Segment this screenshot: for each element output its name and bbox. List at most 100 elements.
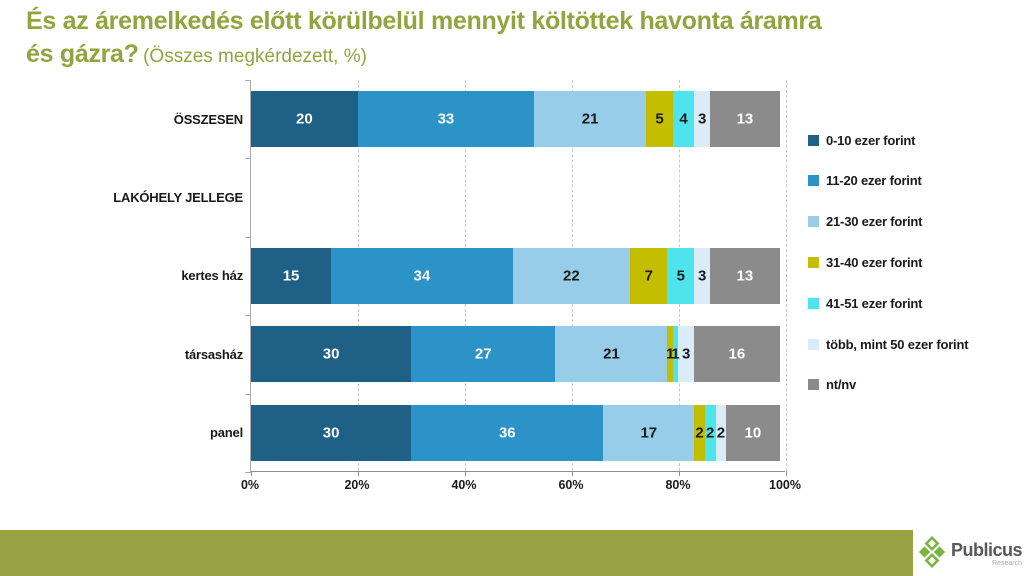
bar-segment: 3 xyxy=(678,326,695,383)
legend-swatch xyxy=(808,216,819,228)
segment-value-label: 30 xyxy=(322,345,340,363)
segment-value-label: 13 xyxy=(736,110,754,128)
segment-value-label: 1 xyxy=(665,345,675,363)
x-axis-tick xyxy=(572,471,573,476)
bar-row: 20 33 21 5 4 3 13 xyxy=(251,80,785,158)
bar-segment: 7 xyxy=(630,247,668,304)
stacked-bar: 15 34 22 7 5 3 13 xyxy=(251,247,785,304)
legend-swatch xyxy=(808,175,819,187)
bar-segment: 21 xyxy=(555,326,668,383)
bar-segment: 13 xyxy=(710,247,780,304)
x-tick-label: 0% xyxy=(240,478,260,492)
bar-segment: 27 xyxy=(411,326,556,383)
stacked-bar: 30 36 17 2 2 2 10 xyxy=(251,404,785,461)
page-title: És az áremelkedés előtt körülbelül menny… xyxy=(26,6,986,69)
x-axis-tick xyxy=(358,471,359,476)
legend-item: 21-30 ezer forint xyxy=(808,214,923,230)
bar-segment: 2 xyxy=(715,404,727,461)
segment-value-label: 3 xyxy=(698,110,707,128)
bar-row: 15 34 22 7 5 3 13 xyxy=(251,237,785,315)
segment-value-label: 7 xyxy=(644,267,653,285)
segment-value-label: 2 xyxy=(716,424,726,442)
segment-value-label: 4 xyxy=(679,110,688,128)
title-line-1: És az áremelkedés előtt körülbelül menny… xyxy=(26,7,822,35)
title-subtitle: (Összes megkérdezett, %) xyxy=(143,45,367,67)
segment-value-label: 34 xyxy=(413,267,431,285)
gridline xyxy=(786,80,787,471)
segment-value-label: 10 xyxy=(744,424,762,442)
segment-value-label: 2 xyxy=(695,424,704,442)
legend-swatch xyxy=(808,297,819,309)
legend-label: 41-51 ezer forint xyxy=(826,295,923,311)
bar-row: 30 36 17 2 2 2 10 xyxy=(251,394,785,472)
legend-label: nt/nv xyxy=(826,377,857,393)
segment-value-label: 5 xyxy=(655,110,664,128)
bar-segment: 30 xyxy=(251,326,412,383)
segment-value-label: 17 xyxy=(640,424,658,442)
y-axis-tick xyxy=(245,236,251,238)
bar-segment: 16 xyxy=(694,326,780,383)
segment-value-label: 30 xyxy=(322,424,340,442)
category-label: kertes ház xyxy=(181,268,243,284)
category-label: társasház xyxy=(184,346,243,362)
legend-swatch xyxy=(808,256,819,268)
legend-label: 0-10 ezer forint xyxy=(826,132,916,148)
segment-value-label: 15 xyxy=(282,267,300,285)
bar-segment: 1 xyxy=(671,326,680,383)
segment-value-label: 22 xyxy=(563,267,580,285)
legend-item: 31-40 ezer forint xyxy=(808,254,923,270)
x-tick-label: 80% xyxy=(665,478,691,492)
bar-segment: 3 xyxy=(694,247,711,304)
legend-item: 0-10 ezer forint xyxy=(808,132,916,148)
x-tick-label: 20% xyxy=(344,478,370,492)
bar-segment: 17 xyxy=(603,404,695,461)
segment-value-label: 2 xyxy=(706,424,715,442)
bar-segment: 20 xyxy=(251,91,358,147)
legend-item: nt/nv xyxy=(808,377,857,393)
x-tick-label: 60% xyxy=(558,478,584,492)
x-tick-label: 100% xyxy=(769,478,801,492)
legend-item: 11-20 ezer forint xyxy=(808,173,922,189)
x-axis-tick xyxy=(465,471,466,476)
segment-value-label: 13 xyxy=(736,267,754,285)
bar-segment: 4 xyxy=(672,91,695,147)
segment-value-label: 5 xyxy=(676,267,685,285)
brand-text: Publicus Research xyxy=(951,539,1023,567)
brand-name: Publicus xyxy=(951,539,1023,560)
legend-label: 11-20 ezer forint xyxy=(826,173,922,189)
y-axis-tick xyxy=(245,393,251,395)
bar-segment: 1 xyxy=(665,326,675,383)
bar-segment: 3 xyxy=(694,91,711,147)
segment-value-label: 21 xyxy=(603,345,620,363)
segment-value-label: 3 xyxy=(681,345,691,363)
y-axis-tick xyxy=(245,80,251,81)
legend-item: 41-51 ezer forint xyxy=(808,295,923,311)
legend-label: 31-40 ezer forint xyxy=(826,254,923,270)
stacked-bar-plot: 20 33 21 5 4 3 13 15 34 22 7 5 3 13 30 27 21 1 1 3 16 30 36 17 2… xyxy=(245,80,787,476)
legend-swatch xyxy=(808,134,819,146)
publicus-logo: Publicus Research xyxy=(917,531,1024,576)
stacked-bar: 30 27 21 1 1 3 16 xyxy=(251,326,785,383)
stacked-bar: 20 33 21 5 4 3 13 xyxy=(251,91,785,147)
segment-value-label: 3 xyxy=(698,267,707,285)
segment-value-label: 16 xyxy=(728,345,746,363)
legend-label: több, mint 50 ezer forint xyxy=(826,336,969,352)
y-axis-tick xyxy=(245,315,251,317)
title-line-2: és gázra? (Összes megkérdezett, %) xyxy=(26,39,986,69)
bar-segment: 21 xyxy=(534,91,647,147)
bar-segment: 13 xyxy=(710,91,780,147)
title-line-2-bold: és gázra? xyxy=(26,39,139,68)
bar-segment: 22 xyxy=(512,247,631,304)
x-axis-tick xyxy=(679,471,680,476)
legend-label: 21-30 ezer forint xyxy=(826,214,923,230)
segment-value-label: 21 xyxy=(581,110,599,128)
footer-bar xyxy=(0,530,913,576)
legend-swatch xyxy=(808,379,819,391)
legend-item: több, mint 50 ezer forint xyxy=(808,336,969,352)
y-axis-tick xyxy=(245,472,251,473)
bar-segment: 36 xyxy=(411,404,604,461)
x-axis-tick xyxy=(251,471,252,476)
publicus-diamonds-icon xyxy=(918,535,946,568)
category-label: LAKÓHELY JELLEGE xyxy=(113,190,243,206)
